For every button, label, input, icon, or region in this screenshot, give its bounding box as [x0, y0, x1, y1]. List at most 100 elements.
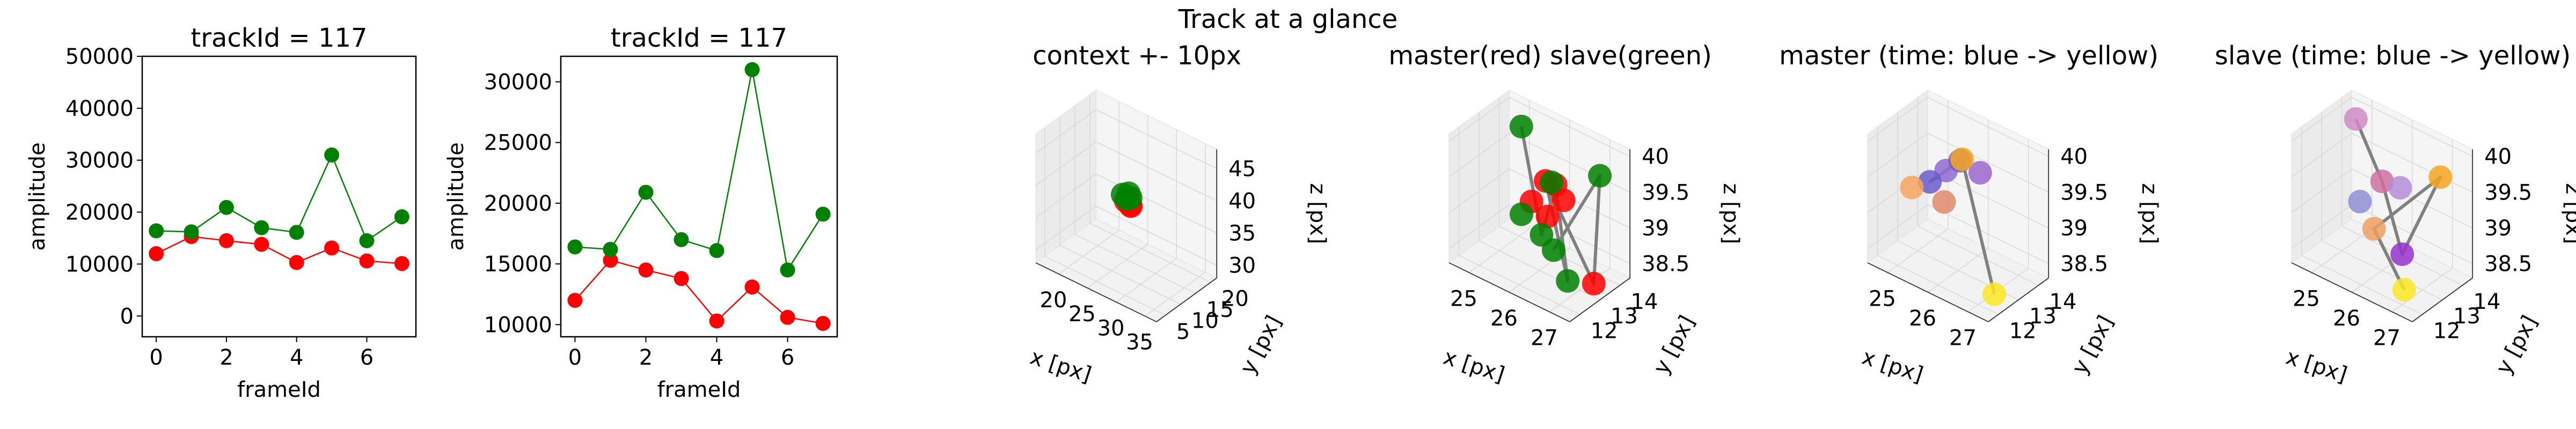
y-tick-label: 20000	[65, 201, 134, 225]
y-tick-label: 10000	[65, 252, 134, 277]
grid-line	[1035, 205, 1217, 266]
z-tick-label: 40	[2060, 145, 2088, 169]
data-point	[1115, 187, 1139, 211]
y-tick-label: 12	[2009, 319, 2037, 343]
grid-line	[1867, 97, 2049, 157]
grid-line	[1035, 173, 1217, 234]
data-point	[1982, 282, 2007, 306]
grid-line	[1145, 143, 1206, 317]
z-tick-label: 39	[2060, 216, 2088, 241]
z-tick-label: 39	[1642, 216, 1669, 241]
data-point	[1932, 190, 1956, 214]
data-point	[218, 199, 234, 215]
data-point	[1556, 269, 1580, 293]
chart-title: master(red) slave(green)	[1388, 41, 1711, 71]
data-point	[1968, 161, 1992, 185]
data-point	[149, 246, 164, 262]
y-axis-line	[1156, 277, 1217, 322]
x-axis-label: frameId	[657, 378, 741, 402]
y-tick-label: 25000	[484, 131, 552, 156]
x-tick-label: 6	[360, 345, 374, 370]
x-tick-label: 25	[2293, 286, 2320, 311]
y-axis-line	[1569, 277, 1630, 322]
data-point	[2392, 278, 2416, 302]
grid-line	[1035, 109, 1217, 169]
data-point	[324, 147, 340, 163]
x-tick-label: 4	[290, 345, 303, 370]
data-point	[289, 225, 304, 240]
grid-line	[1867, 204, 2049, 264]
data-point	[674, 232, 689, 247]
data-point	[567, 239, 583, 255]
grid-line	[1074, 105, 1196, 294]
data-point	[2388, 176, 2412, 200]
plots-group: 0 2 4 6 0 10000 20000 30000 40000 50000 trackId = …	[25, 23, 2576, 402]
x-axis-line	[1867, 262, 1989, 322]
z-tick-label: 35	[1228, 221, 1256, 246]
data-point	[2428, 165, 2453, 189]
data-point	[603, 253, 618, 268]
data-point	[1918, 170, 1942, 194]
x-tick-label: 2	[639, 345, 653, 370]
x-tick-label: 2	[219, 345, 233, 370]
data-point	[2348, 189, 2372, 213]
grid-line	[1089, 94, 1211, 283]
x-tick-label: 26	[2333, 306, 2360, 331]
chart-title: trackId = 117	[191, 23, 367, 53]
y-tick-label: 40000	[65, 97, 134, 121]
line-chart-2: 0 2 4 6 10000 15000 20000 25000 30000 trackId = 1…	[444, 23, 838, 402]
y-tick-label: 14	[2473, 290, 2501, 314]
x-tick-label: 25	[1450, 286, 1477, 311]
x-axis-label: frameId	[237, 378, 321, 402]
y-tick-label: 13	[2453, 304, 2480, 329]
z-tick-label: 39.5	[1642, 180, 1689, 205]
y-tick-label: 12	[1591, 319, 1618, 343]
z-tick-label: 40	[1642, 145, 1669, 169]
data-point	[744, 279, 760, 295]
line-chart-1: 0 2 4 6 0 10000 20000 30000 40000 50000 trackId = …	[25, 23, 417, 402]
y-axis-label: amplitude	[25, 142, 50, 250]
data-point	[815, 206, 831, 222]
y-tick-label: 10000	[484, 313, 552, 337]
grid-line	[1448, 204, 1630, 264]
x-tick-label: 0	[568, 345, 582, 370]
grid-line	[1448, 168, 1630, 228]
x-tick-label: 27	[1531, 326, 1558, 351]
y-tick-label: 50000	[65, 45, 134, 69]
data-point	[218, 233, 234, 248]
x-tick-label: 26	[1909, 306, 1936, 331]
grid-line	[1448, 97, 1630, 157]
grid-line	[1116, 129, 1177, 302]
grid-line	[2291, 168, 2473, 228]
z-tick-label: 39.5	[2484, 180, 2532, 205]
data-point	[324, 240, 340, 256]
z-tick-label: 45	[1228, 157, 1256, 181]
x-tick-label: 4	[710, 345, 723, 370]
chart-title: trackId = 117	[611, 23, 787, 53]
data-point	[1540, 171, 1564, 195]
data-point	[394, 256, 409, 271]
data-point	[2344, 107, 2368, 131]
grid-line	[1059, 116, 1181, 305]
x-tick-label: 6	[781, 345, 794, 370]
chart-title: context +- 10px	[1033, 41, 1241, 71]
series-line	[575, 69, 824, 272]
z-tick-label: 40	[2484, 145, 2512, 169]
x-tick-label: 20	[1040, 288, 1067, 313]
y-tick-label: 14	[1631, 290, 1658, 314]
y-tick-label: 15000	[484, 252, 552, 277]
z-tick-label: 38.5	[2484, 252, 2532, 277]
data-point	[709, 313, 724, 329]
grid-line	[1867, 168, 2049, 228]
grid-line	[2291, 97, 2473, 157]
grid-line	[1867, 132, 2049, 193]
z-axis-label: z [px]	[2137, 183, 2162, 244]
y-tick-label: 30000	[484, 70, 552, 95]
axes-frame	[560, 55, 838, 338]
data-point	[638, 262, 654, 278]
data-point	[1552, 188, 1576, 212]
axes-frame	[141, 55, 417, 338]
